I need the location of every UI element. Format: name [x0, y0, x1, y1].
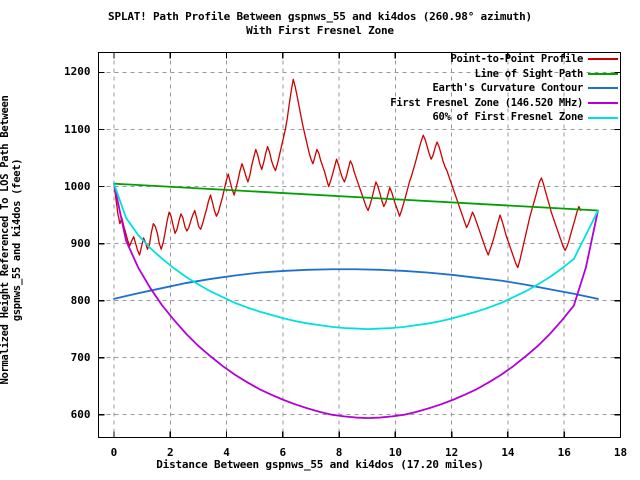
legend-label: Point-to-Point Profile: [450, 53, 584, 65]
x-axis-tick-label: 8: [335, 445, 343, 459]
legend-label: 60% of First Fresnel Zone: [432, 111, 583, 124]
legend-swatch-icon: [588, 116, 618, 119]
chart-title-line-2: With First Fresnel Zone: [246, 24, 394, 37]
x-axis-tick-label: 6: [279, 445, 287, 459]
legend-label: Earth's Curvature Contour: [432, 82, 583, 95]
legend-item-line-of-sight-path: Line of Sight Path: [390, 67, 618, 82]
series-line: [113, 182, 599, 420]
series-line: [113, 78, 582, 269]
x-axis-tick-label: 18: [613, 445, 628, 459]
legend-label: Line of Sight Path: [474, 67, 584, 80]
series-line: [113, 268, 599, 300]
x-axis-tick-label: 0: [110, 445, 118, 459]
y-axis-tick-label: 600: [70, 407, 91, 421]
y-axis-label: Normalized Height Referenced To LOS Path…: [0, 0, 23, 480]
legend-label: First Fresnel Zone (146.520 MHz): [390, 96, 583, 109]
legend-item-60-percent-first-fresnel-zone: 60% of First Fresnel Zone: [390, 110, 618, 125]
legend-swatch-icon: [588, 58, 618, 61]
y-axis-tick-label: 1000: [64, 179, 91, 193]
x-axis-tick-label: 4: [223, 445, 230, 459]
series-line: [113, 182, 599, 331]
legend-item-earths-curvature-contour: Earth's Curvature Contour: [390, 81, 618, 96]
data-series-group: [113, 78, 599, 420]
y-axis-label-line-2: gspnws_55 and ki4dos (feet): [11, 158, 23, 322]
y-axis-label-line-1: Normalized Height Referenced To LOS Path…: [0, 95, 11, 385]
grid-lines: [98, 52, 621, 438]
x-axis-tick-label: 16: [557, 445, 571, 459]
legend-item-first-fresnel-zone: First Fresnel Zone (146.520 MHz): [390, 96, 618, 111]
y-axis-tick-label: 700: [70, 350, 91, 364]
y-axis-tick-label: 900: [70, 236, 91, 250]
x-axis-tick-label: 12: [445, 445, 459, 459]
x-axis-tick-label: 14: [501, 445, 515, 459]
legend-swatch-icon: [588, 72, 618, 75]
chart-title: SPLAT! Path Profile Between gspnws_55 an…: [0, 10, 640, 38]
y-axis-tick-label: 800: [70, 293, 91, 307]
y-axis-tick-label: 1200: [64, 65, 91, 79]
legend-swatch-icon: [588, 102, 618, 105]
x-axis-tick-label: 10: [388, 445, 402, 459]
series-line: [113, 182, 599, 212]
y-axis-tick-label: 1100: [64, 122, 91, 136]
legend-item-point-to-point-profile: Point-to-Point Profile: [390, 52, 618, 67]
plot-frame: [97, 51, 622, 439]
x-axis-tick-label: 2: [166, 445, 174, 459]
x-axis-label: Distance Between gspnws_55 and ki4dos (1…: [156, 458, 484, 471]
chart-legend: Point-to-Point Profile Line of Sight Pat…: [390, 52, 618, 125]
legend-swatch-icon: [588, 87, 618, 90]
chart-title-line-1: SPLAT! Path Profile Between gspnws_55 an…: [108, 10, 532, 23]
